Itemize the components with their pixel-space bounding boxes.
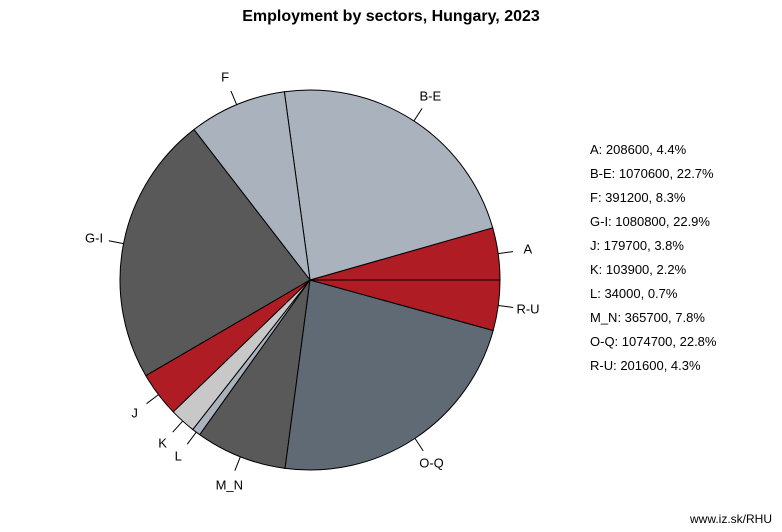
legend-item: J: 179700, 3.8% — [590, 236, 716, 260]
leader-line — [147, 395, 159, 404]
legend-item: O-Q: 1074700, 22.8% — [590, 332, 716, 356]
source-url: www.iz.sk/RHU — [690, 512, 772, 526]
leader-line — [187, 432, 196, 444]
legend-item: B-E: 1070600, 22.7% — [590, 164, 716, 188]
leader-line — [415, 438, 423, 451]
legend-item: L: 34000, 0.7% — [590, 284, 716, 308]
leader-line — [173, 421, 183, 432]
legend-item: K: 103900, 2.2% — [590, 260, 716, 284]
leader-line — [414, 108, 422, 121]
legend: A: 208600, 4.4%B-E: 1070600, 22.7%F: 391… — [590, 140, 716, 380]
leader-line — [498, 252, 513, 254]
legend-item: F: 391200, 8.3% — [590, 188, 716, 212]
leader-line — [498, 305, 513, 307]
legend-item: G-I: 1080800, 22.9% — [590, 212, 716, 236]
legend-item: R-U: 201600, 4.3% — [590, 356, 716, 380]
legend-item: M_N: 365700, 7.8% — [590, 308, 716, 332]
leader-line — [231, 91, 237, 105]
leader-line — [109, 241, 124, 244]
legend-item: A: 208600, 4.4% — [590, 140, 716, 164]
leader-line — [235, 457, 240, 471]
chart-root: Employment by sectors, Hungary, 2023 A: … — [0, 0, 782, 532]
